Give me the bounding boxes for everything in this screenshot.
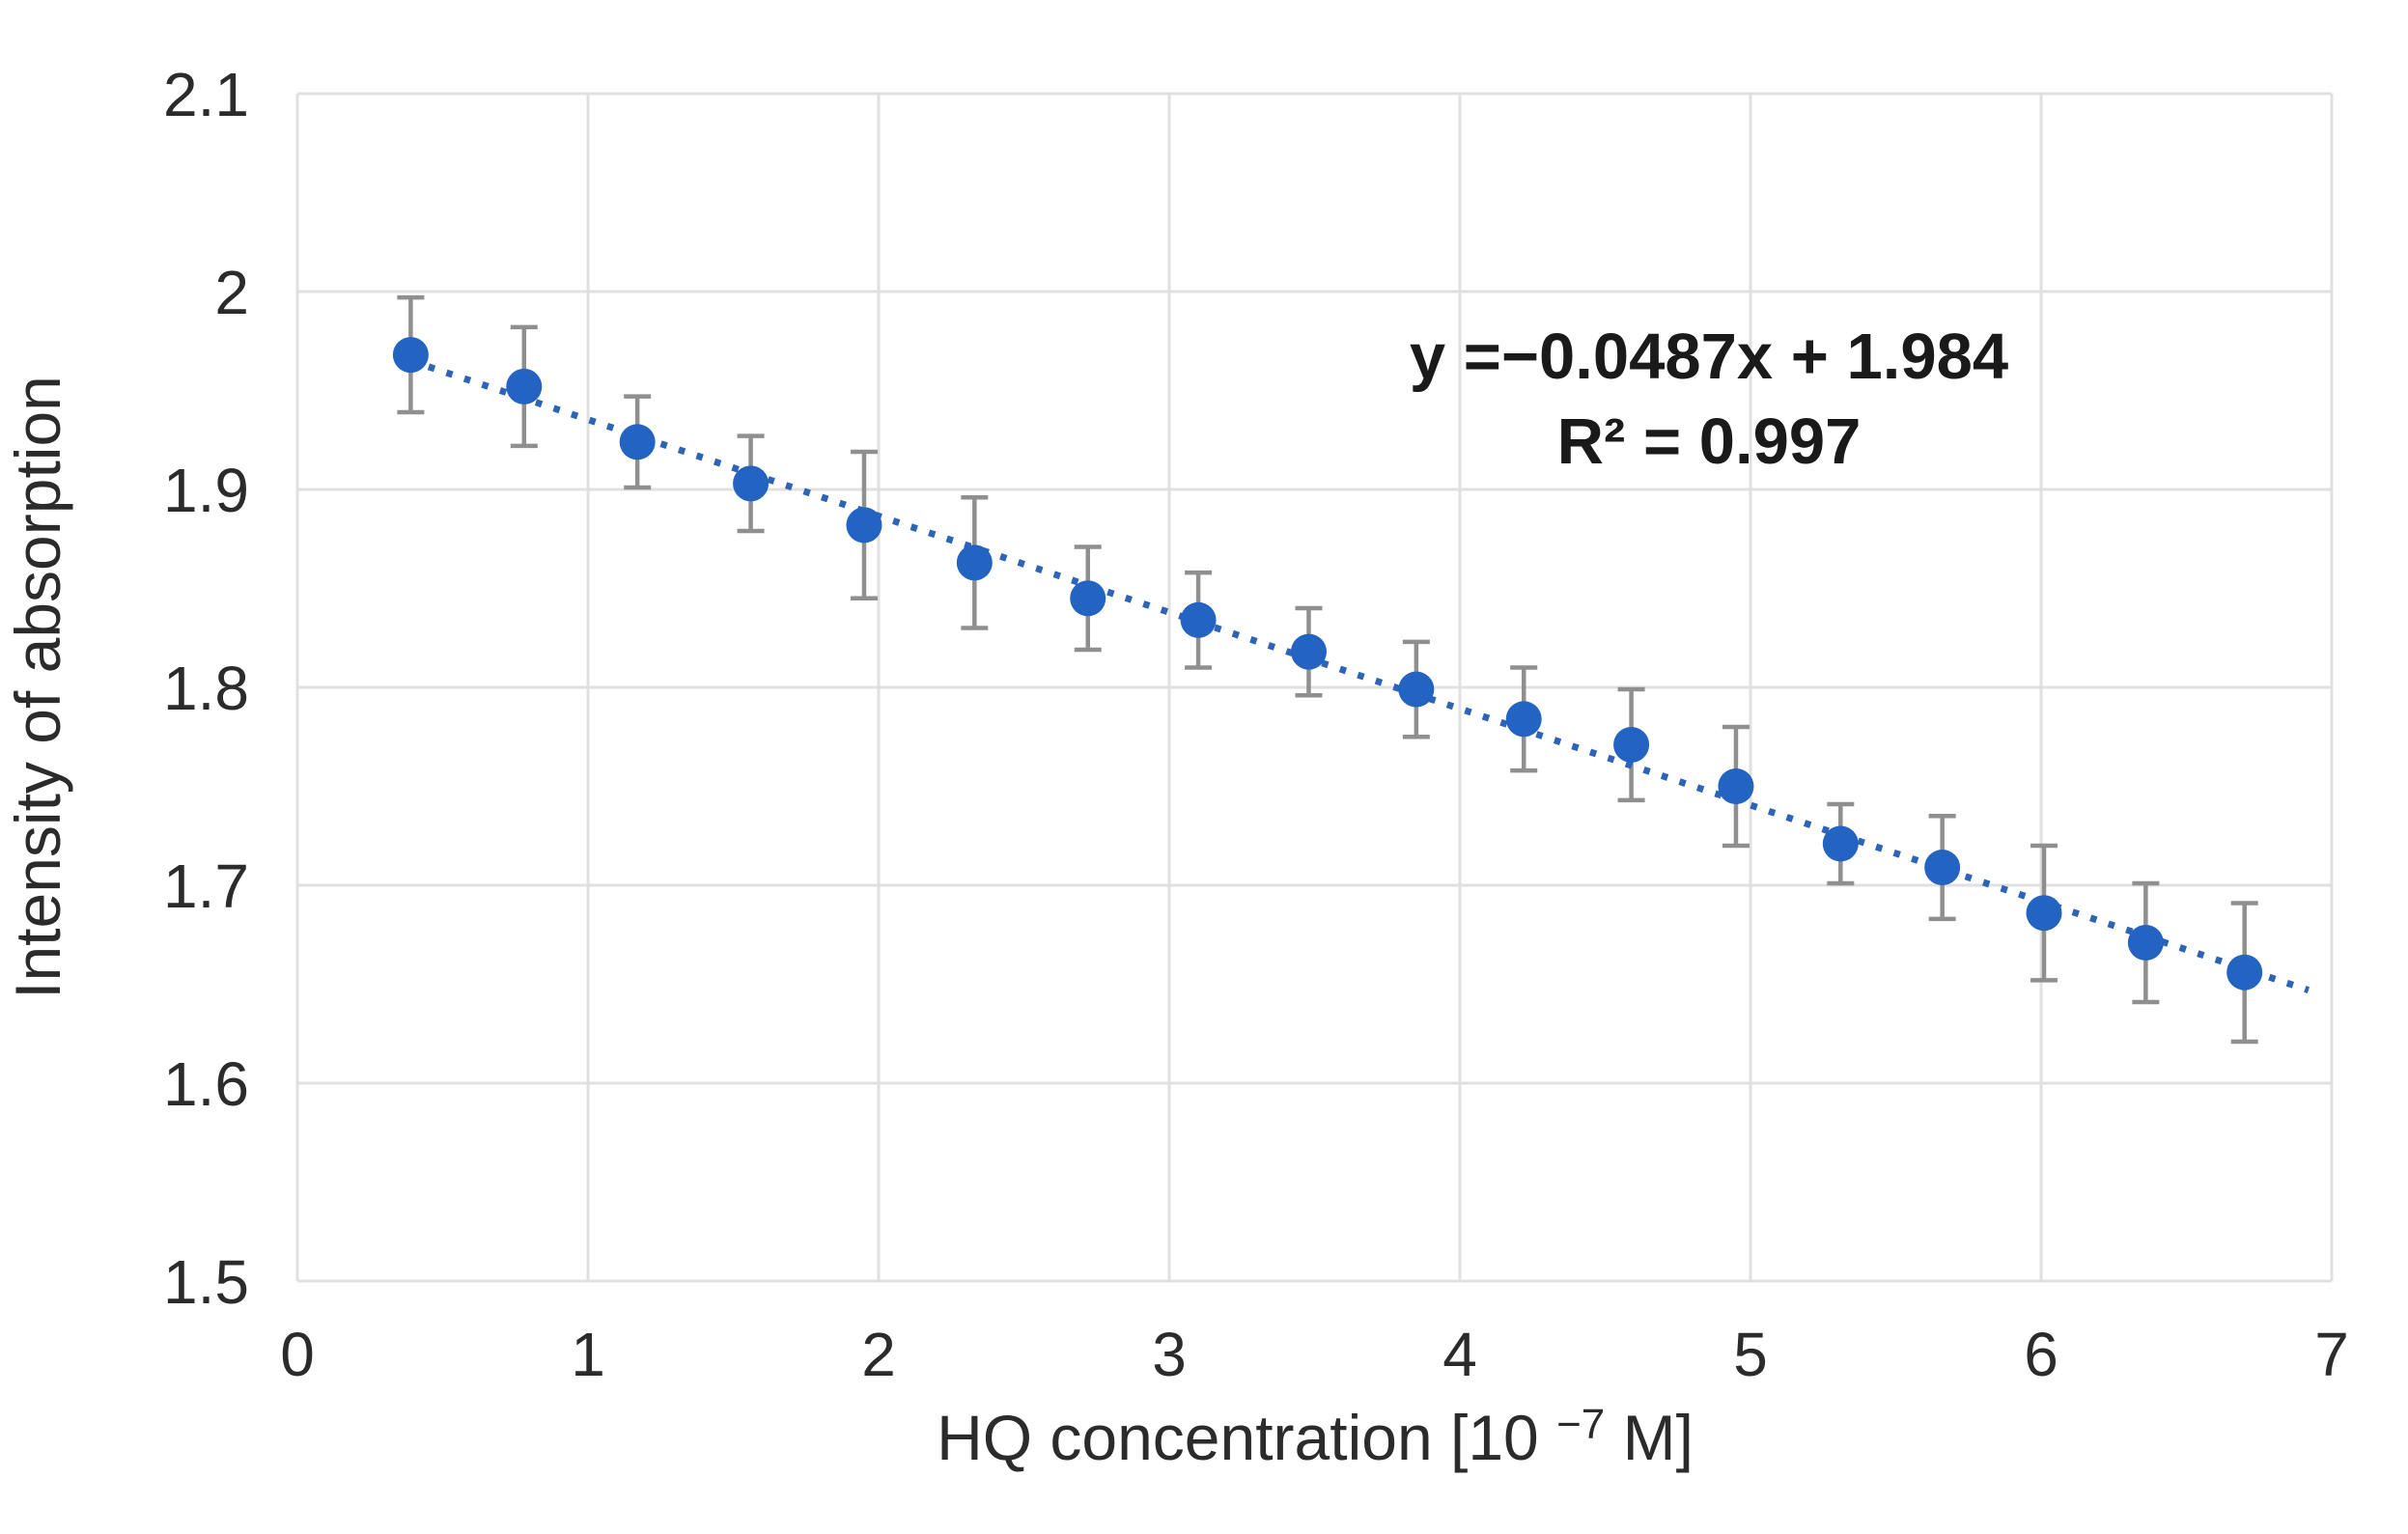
y-tick-labels: 2.1 2 1.9 1.8 1.7 1.6 1.5 bbox=[163, 60, 249, 1317]
y-tick-label: 1.8 bbox=[163, 654, 249, 723]
x-tick-label: 6 bbox=[2024, 1320, 2058, 1389]
data-point bbox=[733, 465, 770, 502]
x-tick-label: 1 bbox=[571, 1320, 605, 1389]
data-point bbox=[1180, 601, 1217, 638]
data-point bbox=[1924, 850, 1961, 886]
equation-text: y =−0.0487x + 1.984 bbox=[1410, 321, 2008, 393]
r-squared-text: R² = 0.997 bbox=[1557, 405, 1862, 478]
x-tick-label: 3 bbox=[1152, 1320, 1187, 1389]
y-tick-label: 1.7 bbox=[163, 851, 249, 921]
y-tick-label: 1.6 bbox=[163, 1049, 249, 1119]
x-tick-label: 0 bbox=[280, 1320, 315, 1389]
x-axis-title-superscript: −7 bbox=[1556, 1401, 1605, 1448]
data-point bbox=[2226, 954, 2263, 990]
data-point bbox=[1613, 726, 1650, 763]
x-tick-label: 4 bbox=[1442, 1320, 1477, 1389]
y-tick-label: 1.5 bbox=[163, 1247, 249, 1317]
y-tick-label: 2.1 bbox=[163, 60, 249, 129]
data-point bbox=[1398, 671, 1435, 708]
data-point bbox=[1505, 701, 1542, 738]
data-point bbox=[2127, 924, 2164, 961]
trendline-dotted bbox=[409, 357, 2310, 993]
data-point bbox=[1290, 633, 1327, 670]
x-axis-title-main: HQ concentration [10 bbox=[937, 1402, 1539, 1473]
x-tick-label: 5 bbox=[1733, 1320, 1768, 1389]
data-point bbox=[1070, 580, 1106, 617]
data-point bbox=[619, 424, 656, 460]
x-tick-label: 7 bbox=[2314, 1320, 2349, 1389]
data-points bbox=[392, 337, 2263, 990]
data-point bbox=[1822, 825, 1859, 862]
data-point bbox=[1718, 768, 1754, 804]
y-tick-label: 1.9 bbox=[163, 456, 249, 525]
data-point bbox=[506, 368, 543, 404]
x-tick-labels: 0 1 2 3 4 5 6 7 bbox=[280, 1320, 2349, 1389]
y-tick-label: 2 bbox=[214, 258, 249, 327]
x-tick-label: 2 bbox=[861, 1320, 896, 1389]
data-point bbox=[392, 337, 429, 374]
data-point bbox=[2026, 895, 2062, 932]
x-axis-title: HQ concentration [10 −7 M] bbox=[937, 1381, 1694, 1473]
data-point bbox=[956, 544, 993, 581]
data-point bbox=[846, 507, 882, 544]
gridlines bbox=[295, 92, 2334, 1283]
y-axis-title: Intensity of absorption bbox=[2, 376, 73, 999]
error-bars bbox=[397, 294, 2258, 1045]
trendline bbox=[409, 357, 2310, 993]
x-axis-title-unit: M] bbox=[1623, 1402, 1694, 1473]
